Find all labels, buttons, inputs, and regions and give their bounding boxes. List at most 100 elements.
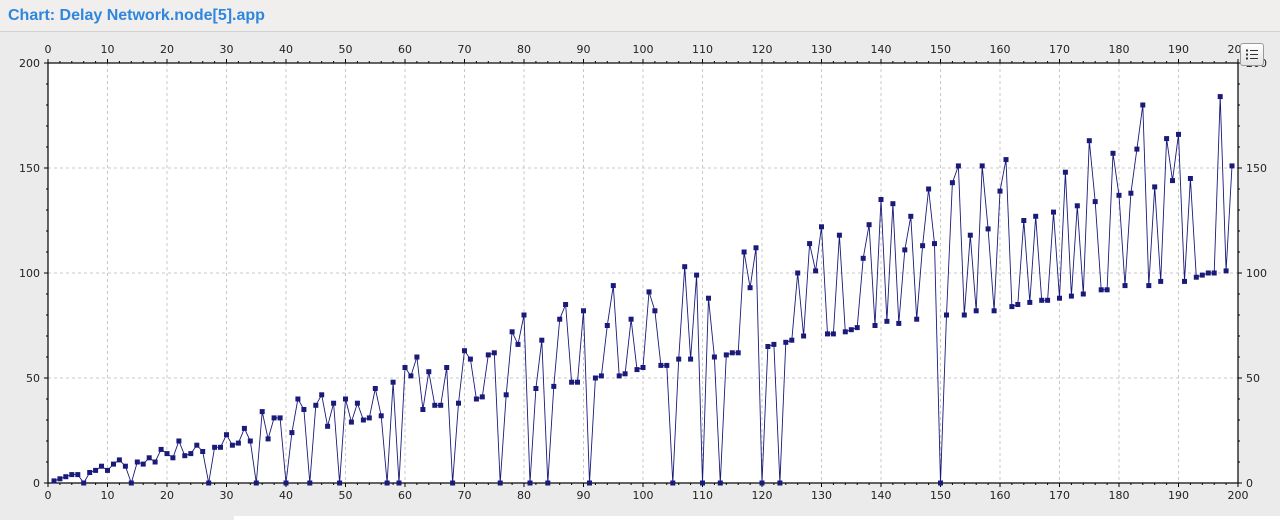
y-tick-label-left: 0 xyxy=(33,477,40,490)
data-point xyxy=(777,480,783,486)
data-point xyxy=(694,272,700,278)
data-point xyxy=(301,407,307,412)
data-point xyxy=(235,440,241,446)
data-point xyxy=(509,329,515,335)
data-point xyxy=(491,350,497,356)
data-point xyxy=(1021,218,1027,223)
data-point xyxy=(212,444,218,450)
data-point xyxy=(331,400,337,406)
data-point xyxy=(111,461,116,467)
x-tick-label-top: 130 xyxy=(811,43,832,56)
x-tick-label-bottom: 160 xyxy=(990,489,1011,502)
data-point xyxy=(1122,283,1128,289)
data-point xyxy=(229,442,235,448)
data-point xyxy=(81,480,87,486)
data-point xyxy=(188,451,194,457)
data-point xyxy=(63,474,69,480)
data-point xyxy=(1182,278,1187,284)
data-point xyxy=(378,413,384,419)
data-point xyxy=(569,379,575,385)
x-tick-label-bottom: 140 xyxy=(871,489,892,502)
data-point xyxy=(224,432,229,438)
data-point xyxy=(616,373,622,379)
data-point xyxy=(700,480,705,486)
x-tick-label-bottom: 200 xyxy=(1228,489,1249,502)
data-point xyxy=(354,400,360,406)
data-point xyxy=(723,352,729,358)
data-point xyxy=(682,264,688,270)
data-point xyxy=(295,396,301,402)
x-tick-label-top: 70 xyxy=(458,43,472,56)
legend-button[interactable] xyxy=(1240,43,1264,66)
x-tick-label-bottom: 0 xyxy=(45,489,52,502)
data-point xyxy=(771,341,777,347)
x-tick-label-bottom: 90 xyxy=(577,489,591,502)
data-point xyxy=(949,180,955,186)
x-tick-label-bottom: 30 xyxy=(220,489,234,502)
data-point xyxy=(462,348,467,354)
y-tick-label-left: 50 xyxy=(26,372,40,385)
data-point xyxy=(1039,297,1045,303)
data-point xyxy=(1027,299,1033,305)
data-point xyxy=(664,362,670,368)
data-point xyxy=(1164,136,1170,142)
data-point xyxy=(902,247,908,253)
data-point xyxy=(1045,297,1051,303)
data-point xyxy=(140,461,146,467)
data-point xyxy=(1176,131,1181,137)
data-point xyxy=(646,289,652,295)
data-point xyxy=(813,268,819,274)
x-tick-label-bottom: 80 xyxy=(517,489,531,502)
data-point xyxy=(1074,203,1080,209)
data-point xyxy=(515,341,521,347)
data-point xyxy=(384,480,390,486)
data-point xyxy=(313,402,319,408)
data-point xyxy=(366,415,372,421)
data-point xyxy=(438,402,444,408)
data-point xyxy=(343,396,348,402)
x-tick-label-top: 100 xyxy=(633,43,654,56)
data-point xyxy=(926,186,932,192)
data-point xyxy=(557,316,563,322)
data-point xyxy=(753,245,759,251)
data-point xyxy=(896,320,902,326)
data-point xyxy=(176,438,182,444)
x-tick-label-bottom: 20 xyxy=(160,489,174,502)
data-point xyxy=(729,350,735,356)
scroll-track xyxy=(234,516,1280,520)
data-point xyxy=(122,463,128,469)
x-tick-label-bottom: 110 xyxy=(692,489,713,502)
data-point xyxy=(967,232,973,238)
data-point xyxy=(717,480,723,486)
data-point xyxy=(1009,304,1015,310)
data-point xyxy=(866,222,872,228)
data-point xyxy=(783,339,789,345)
data-point xyxy=(479,394,485,400)
x-tick-label-top: 50 xyxy=(339,43,353,56)
data-point xyxy=(170,455,176,461)
data-point xyxy=(164,451,170,457)
data-point xyxy=(890,201,896,207)
x-tick-label-top: 120 xyxy=(752,43,773,56)
data-point xyxy=(503,392,509,398)
x-tick-label-bottom: 40 xyxy=(279,489,293,502)
y-tick-label-left: 100 xyxy=(19,267,40,280)
x-tick-label-bottom: 60 xyxy=(398,489,412,502)
x-tick-label-top: 10 xyxy=(101,43,115,56)
data-point xyxy=(819,224,824,230)
data-point xyxy=(265,436,271,442)
data-point xyxy=(51,478,57,484)
data-point xyxy=(795,270,801,276)
window-title: Chart: Delay Network.node[5].app xyxy=(8,7,265,24)
data-point xyxy=(932,241,937,247)
data-point xyxy=(337,480,343,486)
data-point xyxy=(259,409,265,415)
data-point xyxy=(563,302,569,307)
data-point xyxy=(533,386,539,391)
x-tick-label-top: 150 xyxy=(930,43,951,56)
data-point xyxy=(1152,184,1158,190)
data-point xyxy=(200,449,206,454)
data-point xyxy=(319,392,325,398)
